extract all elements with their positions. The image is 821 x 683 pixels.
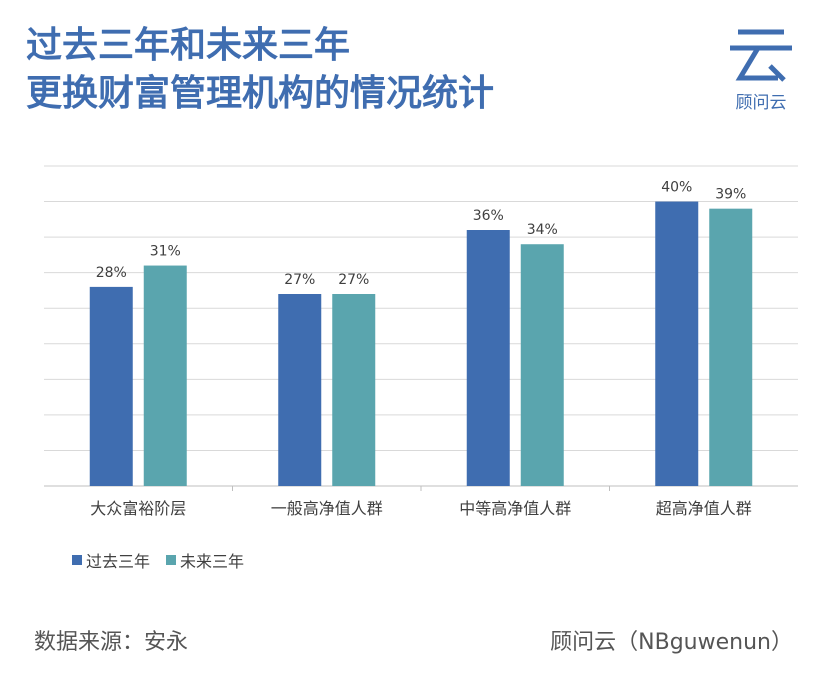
legend-item-past: 过去三年: [72, 548, 150, 572]
data-label: 40%: [661, 180, 692, 196]
chart-title: 过去三年和未来三年 更换财富管理机构的情况统计: [26, 22, 494, 118]
cloud-logo-icon: [730, 29, 792, 82]
bar-past-0: [89, 286, 133, 486]
data-label: 34%: [527, 222, 558, 238]
guwenyun-logo: 顾问云: [718, 22, 804, 122]
bar-past-3: [655, 201, 699, 487]
data-label: 27%: [284, 272, 315, 288]
bar-future-1: [332, 294, 376, 486]
category-label: 一般高净值人群: [271, 499, 383, 518]
brand-credit: 顾问云（NBguwenun）: [550, 630, 793, 655]
data-source: 数据来源：安永: [34, 630, 189, 655]
legend-swatch-past: [72, 555, 82, 565]
logo-text: 顾问云: [735, 93, 787, 113]
bar-future-3: [709, 208, 753, 486]
legend-swatch-future: [166, 555, 177, 565]
bar-past-2: [466, 230, 510, 486]
legend-label-past: 过去三年: [86, 552, 151, 571]
category-label: 大众富裕阶层: [90, 499, 186, 518]
bar-past-1: [278, 294, 322, 486]
legend-item-future: 未来三年: [166, 548, 244, 572]
data-label: 28%: [96, 265, 127, 281]
bar-future-2: [520, 244, 564, 486]
legend-label-future: 未来三年: [180, 552, 245, 571]
data-label: 31%: [150, 244, 181, 260]
data-label: 39%: [715, 187, 746, 203]
title-line-1: 过去三年和未来三年: [26, 25, 351, 66]
bar-chart: 28% 31% 大众富裕阶层 27% 27% 一般高净值人群 36% 34% 中等高净值人群 40…: [44, 165, 798, 518]
bar-future-0: [143, 265, 187, 486]
data-label: 36%: [473, 208, 504, 224]
category-label: 超高净值人群: [656, 499, 752, 518]
data-label: 27%: [338, 272, 369, 288]
legend: 过去三年 未来三年: [72, 548, 244, 572]
title-line-2: 更换财富管理机构的情况统计: [26, 73, 495, 114]
category-label: 中等高净值人群: [459, 499, 571, 518]
